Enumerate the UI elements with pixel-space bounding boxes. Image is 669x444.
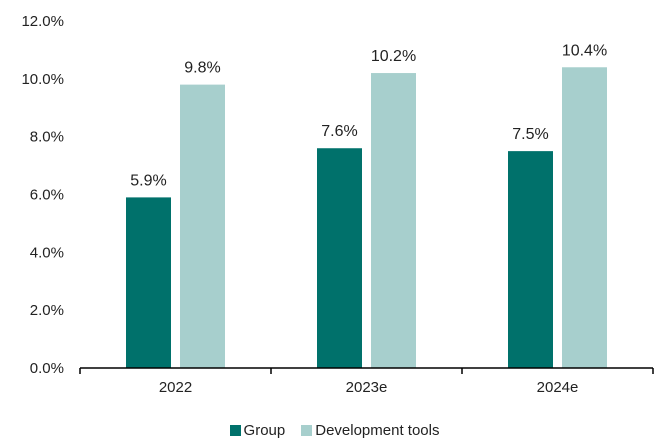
- bar-development-tools-2024e: [562, 67, 607, 369]
- legend-item-group: Group: [229, 422, 286, 439]
- legend-swatch-group: [229, 425, 241, 436]
- x-tick-label: 2023e: [346, 379, 388, 396]
- legend: Group Development tools: [0, 422, 669, 439]
- data-labels: 5.9% 7.6% 7.5% 9.8% 10.2% 10.4%: [130, 42, 607, 189]
- legend-item-development-tools: Development tools: [301, 422, 439, 439]
- legend-swatch-development-tools: [301, 425, 313, 436]
- data-label-group-2022: 5.9%: [130, 172, 166, 189]
- legend-label-group: Group: [243, 422, 286, 439]
- bar-group-2022: [126, 197, 171, 368]
- bar-group-2024e: [508, 151, 553, 368]
- bar-development-tools-2023e: [371, 73, 416, 369]
- data-label-development-tools-2022: 9.8%: [184, 60, 220, 77]
- y-axis-ticks: 0.0% 2.0% 4.0% 6.0% 8.0% 10.0% 12.0%: [21, 13, 64, 377]
- y-tick-label: 4.0%: [30, 244, 64, 261]
- y-tick-label: 8.0%: [30, 129, 64, 146]
- x-axis: 2022 2023e 2024e: [79, 367, 654, 396]
- y-tick-label: 10.0%: [21, 71, 64, 88]
- x-tick-label: 2024e: [537, 379, 579, 396]
- data-label-group-2023e: 7.6%: [321, 123, 357, 140]
- bar-development-tools-2022: [180, 84, 225, 368]
- bar-group-2023e: [317, 148, 362, 368]
- data-label-development-tools-2023e: 10.2%: [371, 48, 416, 65]
- y-tick-label: 0.0%: [30, 360, 64, 377]
- x-tick-label: 2022: [159, 379, 192, 396]
- y-tick-label: 6.0%: [30, 187, 64, 204]
- data-label-group-2024e: 7.5%: [512, 126, 548, 143]
- data-label-development-tools-2024e: 10.4%: [562, 42, 607, 59]
- y-tick-label: 2.0%: [30, 302, 64, 319]
- legend-label-development-tools: Development tools: [315, 422, 440, 439]
- bars: [126, 67, 607, 369]
- y-tick-label: 12.0%: [21, 13, 64, 30]
